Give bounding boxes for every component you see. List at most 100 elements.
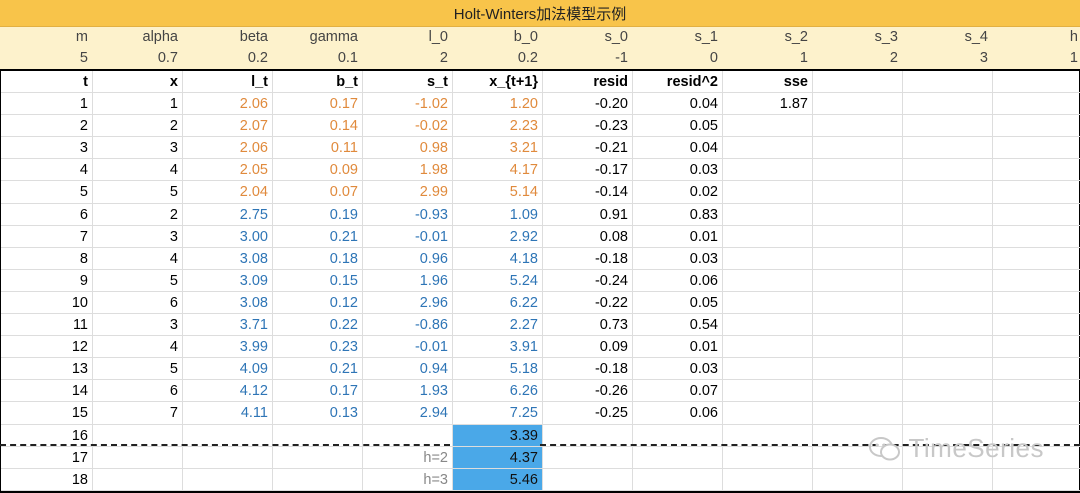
cell-resid[interactable]: 0.73 xyxy=(543,314,633,337)
empty-cell[interactable] xyxy=(813,336,903,359)
cell-trend[interactable]: 0.21 xyxy=(273,358,363,381)
cell-level[interactable]: 3.08 xyxy=(183,247,273,270)
empty-cell[interactable] xyxy=(993,314,1080,337)
cell-season[interactable]: 1.98 xyxy=(363,159,453,182)
cell-forecast[interactable]: 6.22 xyxy=(453,291,543,315)
empty-cell[interactable] xyxy=(903,269,993,292)
empty-cell[interactable] xyxy=(723,424,813,447)
param-label-gamma[interactable]: gamma xyxy=(309,29,358,45)
cell-resid-sq[interactable]: 0.07 xyxy=(633,380,723,403)
cell-season[interactable]: 2.94 xyxy=(363,402,453,425)
cell-t[interactable]: 12 xyxy=(1,336,93,359)
cell-t[interactable]: 11 xyxy=(1,314,93,337)
empty-cell[interactable] xyxy=(903,291,993,315)
param-value-s-1[interactable]: 0 xyxy=(709,50,718,66)
empty-cell[interactable] xyxy=(813,93,903,116)
empty-cell[interactable] xyxy=(903,137,993,160)
cell-forecast[interactable]: 1.09 xyxy=(453,203,543,226)
cell-resid-sq[interactable]: 0.04 xyxy=(633,137,723,160)
cell-t[interactable]: 4 xyxy=(1,159,93,182)
cell-season[interactable]: 2.99 xyxy=(363,181,453,204)
empty-cell[interactable] xyxy=(993,336,1080,359)
cell-trend[interactable]: 0.14 xyxy=(273,115,363,138)
cell-t[interactable]: 9 xyxy=(1,269,93,292)
param-label-alpha[interactable]: alpha xyxy=(142,29,178,45)
cell-sse[interactable] xyxy=(723,314,813,337)
cell-season[interactable]: 0.98 xyxy=(363,137,453,160)
empty-cell[interactable] xyxy=(813,181,903,204)
cell-level[interactable]: 3.09 xyxy=(183,269,273,292)
cell-resid-sq[interactable]: 0.54 xyxy=(633,314,723,337)
empty-cell[interactable] xyxy=(813,203,903,226)
empty-cell[interactable] xyxy=(903,468,993,491)
cell-sse[interactable] xyxy=(723,225,813,248)
cell-season[interactable]: -0.01 xyxy=(363,225,453,248)
cell-trend[interactable]: 0.09 xyxy=(273,159,363,182)
cell-level[interactable]: 4.09 xyxy=(183,358,273,381)
column-header-2[interactable]: l_t xyxy=(183,71,273,94)
cell-t[interactable]: 2 xyxy=(1,115,93,138)
empty-cell[interactable] xyxy=(633,446,723,469)
empty-cell[interactable] xyxy=(993,469,1080,491)
cell-trend[interactable]: 0.11 xyxy=(273,137,363,160)
empty-cell[interactable] xyxy=(993,292,1080,315)
cell-t[interactable]: 13 xyxy=(1,358,93,381)
cell-horizon[interactable] xyxy=(363,424,453,447)
cell-resid[interactable]: -0.21 xyxy=(543,137,633,160)
cell-level[interactable]: 2.04 xyxy=(183,181,273,204)
cell-resid-sq[interactable]: 0.03 xyxy=(633,247,723,270)
cell-sse[interactable] xyxy=(723,358,813,381)
cell-season[interactable]: 0.94 xyxy=(363,358,453,381)
cell-resid[interactable]: -0.18 xyxy=(543,358,633,381)
cell-x[interactable]: 5 xyxy=(93,358,183,381)
cell-sse[interactable] xyxy=(723,181,813,204)
empty-cell[interactable] xyxy=(903,446,993,469)
cell-resid-sq[interactable]: 0.05 xyxy=(633,115,723,138)
cell-t[interactable]: 6 xyxy=(1,203,93,226)
empty-cell[interactable] xyxy=(993,447,1080,469)
cell-resid[interactable]: -0.20 xyxy=(543,93,633,116)
cell-season[interactable]: -0.02 xyxy=(363,115,453,138)
empty-cell[interactable] xyxy=(813,247,903,270)
cell-trend[interactable]: 0.18 xyxy=(273,247,363,270)
empty-cell[interactable] xyxy=(813,137,903,160)
empty-cell[interactable] xyxy=(993,358,1080,381)
cell-t[interactable]: 16 xyxy=(1,424,93,447)
empty-cell[interactable] xyxy=(993,71,1080,94)
cell-resid[interactable]: 0.08 xyxy=(543,225,633,248)
empty-cell[interactable] xyxy=(993,137,1080,160)
empty-cell[interactable] xyxy=(903,314,993,337)
cell-x[interactable]: 6 xyxy=(93,291,183,315)
param-value-s-4[interactable]: 3 xyxy=(979,50,988,66)
cell-resid[interactable]: -0.24 xyxy=(543,269,633,292)
empty-cell[interactable] xyxy=(993,204,1080,226)
empty-cell[interactable] xyxy=(543,468,633,491)
cell-resid[interactable]: -0.26 xyxy=(543,380,633,403)
cell-forecast[interactable]: 5.14 xyxy=(453,181,543,204)
cell-resid[interactable]: -0.22 xyxy=(543,291,633,315)
empty-cell[interactable] xyxy=(183,446,273,469)
cell-x[interactable]: 2 xyxy=(93,115,183,138)
cell-t[interactable]: 8 xyxy=(1,247,93,270)
empty-cell[interactable] xyxy=(993,402,1080,425)
empty-cell[interactable] xyxy=(903,402,993,425)
column-header-7[interactable]: resid^2 xyxy=(633,71,723,94)
cell-forecast[interactable]: 2.27 xyxy=(453,314,543,337)
cell-season[interactable]: -1.02 xyxy=(363,93,453,116)
param-label-s-4[interactable]: s_4 xyxy=(964,29,988,45)
empty-cell[interactable] xyxy=(813,358,903,381)
cell-trend[interactable]: 0.17 xyxy=(273,93,363,116)
cell-resid-sq[interactable]: 0.01 xyxy=(633,225,723,248)
empty-cell[interactable] xyxy=(543,446,633,469)
empty-cell[interactable] xyxy=(723,468,813,491)
cell-level[interactable]: 4.11 xyxy=(183,402,273,425)
empty-cell[interactable] xyxy=(903,336,993,359)
param-value-h[interactable]: 1 xyxy=(1069,50,1078,66)
empty-cell[interactable] xyxy=(813,380,903,403)
param-label-m[interactable]: m xyxy=(75,29,88,45)
cell-resid-sq[interactable]: 0.01 xyxy=(633,336,723,359)
cell-x[interactable]: 3 xyxy=(93,225,183,248)
param-label-s-3[interactable]: s_3 xyxy=(874,29,898,45)
cell-level[interactable]: 4.12 xyxy=(183,380,273,403)
param-label-b-0[interactable]: b_0 xyxy=(513,29,538,45)
